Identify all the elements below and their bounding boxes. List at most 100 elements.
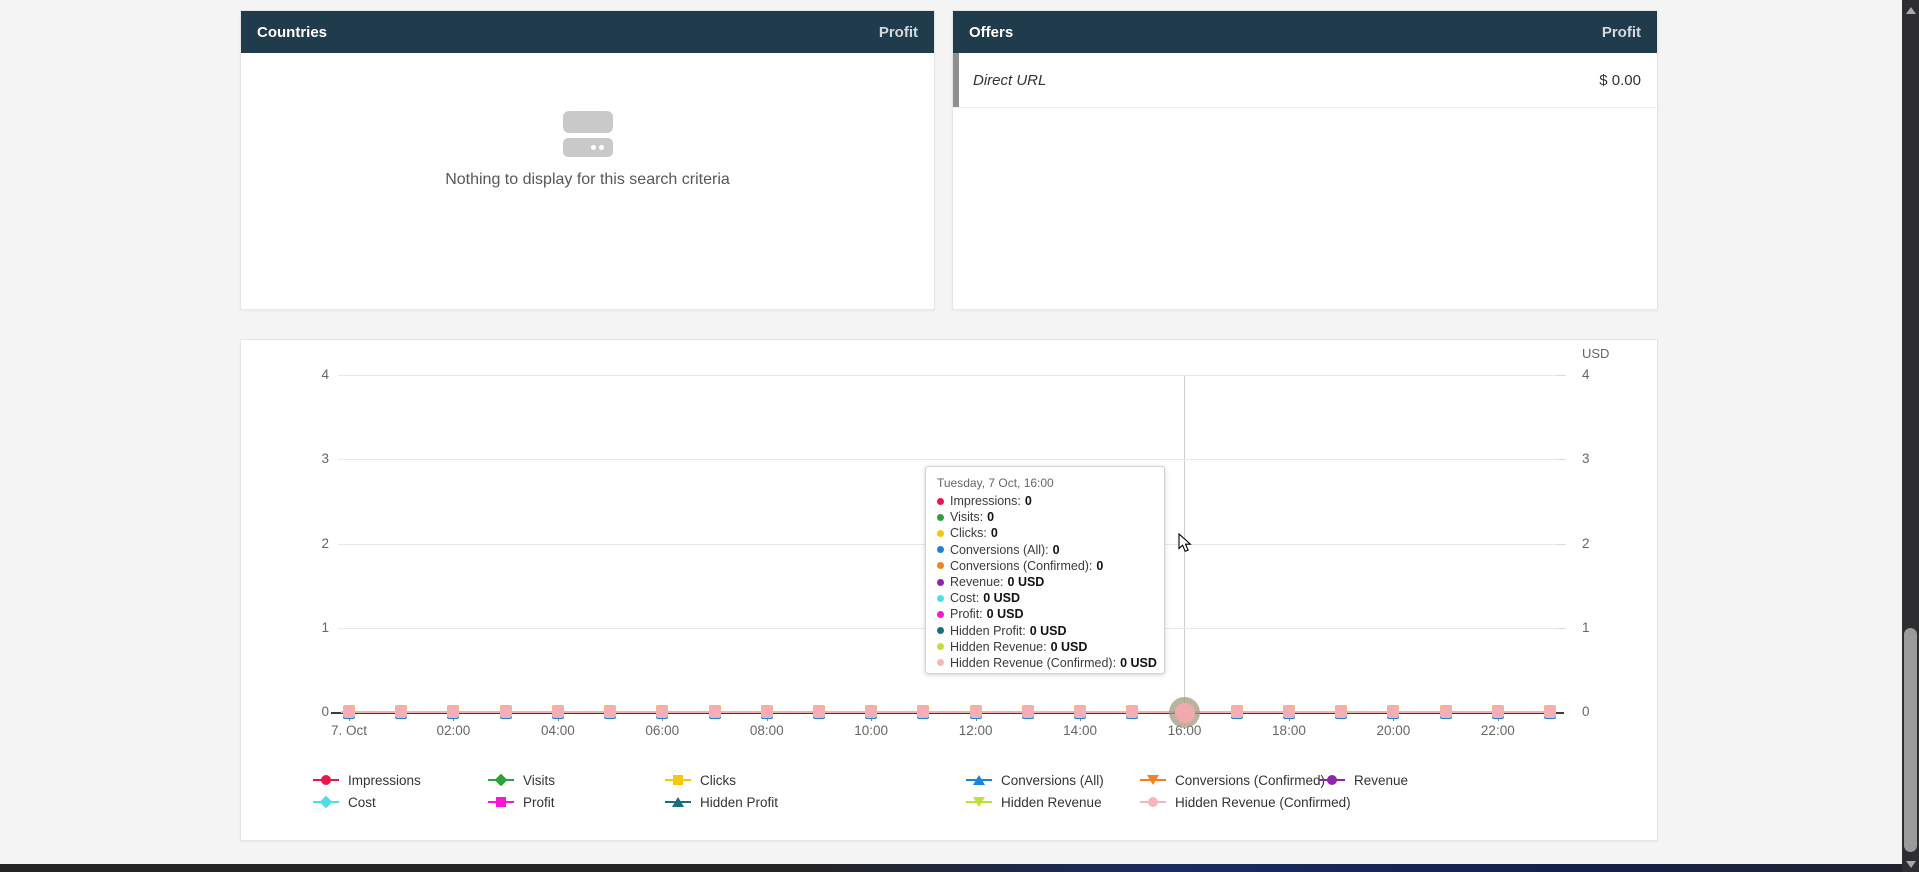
chart-tooltip: Tuesday, 7 Oct, 16:00 Impressions: 0 Visit… — [925, 466, 1165, 674]
x-axis-label: 12:00 — [958, 723, 993, 738]
x-axis-label: 02:00 — [436, 723, 471, 738]
tooltip-metric-row: Cost: 0 USD — [937, 590, 1153, 606]
legend-item-profit[interactable]: Profit — [488, 794, 555, 810]
legend-item-hidden-profit[interactable]: Hidden Profit — [665, 794, 779, 810]
legend-label: Clicks — [700, 772, 736, 788]
data-point-marker[interactable] — [1074, 705, 1087, 719]
legend-item-hidden-revenue[interactable]: Hidden Revenue — [966, 794, 1102, 810]
data-point-marker[interactable] — [708, 705, 721, 719]
tooltip-metric-row: Revenue: 0 USD — [937, 574, 1153, 590]
data-point-marker[interactable] — [865, 705, 878, 719]
legend-item-conversions-all[interactable]: Conversions (All) — [966, 772, 1104, 788]
tooltip-metric-value: 0 — [990, 526, 998, 541]
scrollbar-up-arrow-icon[interactable] — [1905, 7, 1916, 14]
tooltip-metric-label: Hidden Revenue: — [950, 639, 1047, 654]
tooltip-metric-value: 0 — [1052, 542, 1060, 557]
data-point-marker[interactable] — [604, 705, 617, 719]
y-axis-unit-label: USD — [1582, 346, 1610, 361]
y-axis-label-left: 0 — [321, 704, 329, 719]
data-point-marker[interactable] — [760, 705, 773, 719]
data-point-marker[interactable] — [969, 705, 982, 719]
data-point-marker[interactable] — [343, 705, 355, 719]
tooltip-metric-value: 0 — [1024, 494, 1032, 509]
data-point-marker[interactable] — [1230, 705, 1243, 719]
tooltip-metric-label: Conversions (All): — [950, 542, 1049, 557]
tooltip-metric-row: Clicks: 0 — [937, 525, 1153, 541]
tooltip-metric-label: Hidden Profit: — [950, 623, 1026, 638]
data-point-marker[interactable] — [1021, 705, 1034, 719]
data-point-marker[interactable] — [1282, 705, 1295, 719]
data-point-marker[interactable] — [447, 705, 460, 719]
data-point-marker[interactable] — [1126, 705, 1139, 719]
gridline-right-tick — [1557, 375, 1566, 376]
tooltip-metric-row: Impressions: 0 — [937, 493, 1153, 509]
vertical-scrollbar[interactable] — [1902, 0, 1919, 872]
legend-item-revenue[interactable]: Revenue — [1319, 773, 1408, 788]
legend-marker-triangle-down-icon — [966, 796, 992, 808]
x-axis-label: 10:00 — [854, 723, 889, 738]
legend-item-visits[interactable]: Visits — [488, 773, 555, 788]
data-point-marker[interactable] — [1544, 705, 1557, 719]
scrollbar-thumb[interactable] — [1904, 628, 1917, 852]
tooltip-metric-label: Cost: — [950, 591, 980, 606]
scrollbar-down-arrow-icon[interactable] — [1905, 861, 1916, 868]
legend-marker-triangle-down-icon — [1140, 774, 1166, 786]
data-point-marker[interactable] — [656, 705, 669, 719]
y-axis-label-left: 4 — [321, 367, 329, 382]
tooltip-series-bullet-icon — [937, 659, 944, 667]
hovered-point-halo[interactable] — [1169, 697, 1200, 728]
tooltip-series-bullet-icon — [937, 594, 944, 602]
tooltip-metric-row: Profit: 0 USD — [937, 606, 1153, 622]
data-point-marker[interactable] — [812, 705, 825, 719]
legend-marker-circle-icon — [313, 774, 339, 786]
tooltip-series-bullet-icon — [937, 513, 944, 521]
countries-panel-title: Countries — [257, 23, 328, 41]
legend-item-cost[interactable]: Cost — [313, 795, 376, 810]
legend-marker-diamond-icon — [313, 795, 339, 809]
chart-plot-area: USD 0 0 1 1 2 2 3 3 4 4 7. Oct 02:00 04:00 06:00 08:00… — [241, 340, 1657, 840]
offer-row-direct-url[interactable]: Direct URL $ 0.00 — [953, 53, 1657, 108]
countries-panel: Countries Profit Nothing to display for … — [240, 10, 935, 310]
chart-panel: USD 0 0 1 1 2 2 3 3 4 4 7. Oct 02:00 04:00 06:00 08:00… — [240, 339, 1658, 841]
countries-panel-header: Countries Profit — [241, 11, 934, 53]
data-point-marker[interactable] — [1335, 705, 1348, 719]
tooltip-series-bullet-icon — [937, 546, 944, 554]
y-axis-label-right: 4 — [1582, 367, 1590, 382]
data-point-marker[interactable] — [551, 705, 564, 719]
offers-metric-label[interactable]: Profit — [1601, 23, 1641, 41]
legend-item-hidden-revenue-confirmed[interactable]: Hidden Revenue (Confirmed) — [1140, 795, 1351, 810]
legend-label: Conversions (All) — [1001, 772, 1104, 788]
legend-label: Hidden Revenue — [1001, 794, 1102, 810]
bottom-taskbar-strip — [0, 864, 1902, 872]
legend-marker-triangle-up-icon — [966, 774, 992, 786]
countries-metric-label[interactable]: Profit — [878, 23, 918, 41]
gridline — [338, 375, 1560, 376]
data-point-marker[interactable] — [1387, 705, 1400, 719]
tooltip-series-bullet-icon — [937, 562, 944, 570]
x-axis-label: 7. Oct — [330, 723, 367, 738]
legend-marker-square-icon — [488, 796, 514, 808]
legend-item-conversions-confirmed[interactable]: Conversions (Confirmed) — [1140, 773, 1325, 788]
x-axis-label: 04:00 — [540, 723, 575, 738]
y-axis-label-left: 3 — [321, 451, 329, 467]
tooltip-metric-value: 0 USD — [1050, 639, 1088, 654]
data-point-marker[interactable] — [1439, 705, 1452, 719]
data-point-marker[interactable] — [917, 705, 930, 719]
offer-name: Direct URL — [973, 71, 1047, 89]
tooltip-metric-row: Conversions (All): 0 — [937, 542, 1153, 558]
data-point-marker[interactable] — [395, 705, 408, 719]
data-point-marker[interactable] — [1491, 705, 1504, 719]
countries-empty-message: Nothing to display for this search crite… — [445, 171, 730, 188]
tooltip-metric-value: 0 USD — [1029, 623, 1067, 638]
tooltip-title: Tuesday, 7 Oct, 16:00 — [937, 476, 1054, 490]
legend-item-impressions[interactable]: Impressions — [313, 773, 421, 788]
legend-label: Hidden Profit — [700, 794, 779, 810]
data-point-marker[interactable] — [499, 705, 512, 719]
offer-rank-bar — [953, 53, 959, 107]
legend-item-clicks[interactable]: Clicks — [665, 772, 736, 788]
tooltip-metric-value: 0 USD — [983, 591, 1021, 606]
y-axis-label-left: 1 — [321, 619, 329, 635]
legend-label: Profit — [523, 794, 555, 810]
y-axis-label-right: 0 — [1582, 704, 1590, 719]
x-axis-label: 22:00 — [1480, 723, 1515, 738]
